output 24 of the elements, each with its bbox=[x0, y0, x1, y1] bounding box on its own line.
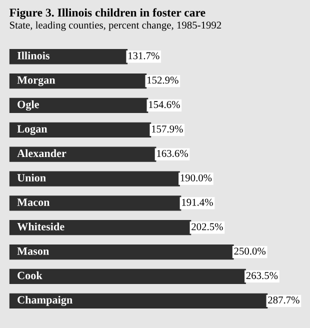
data-label: 202.5% bbox=[192, 223, 223, 230]
data-label: 191.4% bbox=[182, 198, 213, 206]
data-label: 157.9% bbox=[152, 125, 183, 133]
y-tick-label: Whiteside bbox=[17, 222, 64, 230]
data-label: 131.7% bbox=[128, 52, 160, 60]
data-label: 250.0% bbox=[234, 248, 266, 255]
y-tick-label: Alexander bbox=[17, 149, 66, 158]
y-tick-label: Mason bbox=[17, 247, 49, 255]
data-label: 152.9% bbox=[148, 76, 178, 84]
y-tick-label: Macon bbox=[17, 198, 50, 206]
y-tick-label: Illinois bbox=[17, 52, 50, 60]
chart-title: Figure 3. Illinois children in foster care bbox=[10, 8, 206, 20]
data-label: 263.5% bbox=[246, 272, 278, 280]
y-tick-label: Champaign bbox=[18, 296, 72, 306]
data-label: 287.7% bbox=[268, 296, 300, 304]
y-tick-label: Morgan bbox=[17, 76, 56, 86]
y-tick-label: Logan bbox=[17, 125, 48, 135]
y-tick-label: Cook bbox=[18, 271, 42, 280]
data-label: 190.0% bbox=[180, 174, 212, 182]
chart-subtitle: State, leading counties, percent change, 1985-1992 bbox=[10, 21, 222, 31]
y-tick-label: Ogle bbox=[18, 100, 39, 111]
y-tick-label: Union bbox=[17, 174, 46, 182]
data-label: 154.6% bbox=[149, 101, 180, 108]
data-label: 163.6% bbox=[157, 150, 188, 157]
